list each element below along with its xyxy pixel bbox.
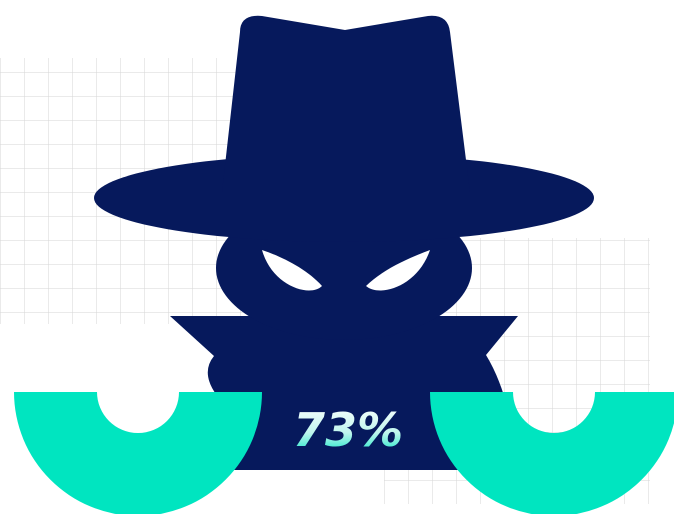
right-gauge-arc-icon — [430, 392, 674, 514]
left-gauge-arc-icon — [14, 392, 262, 514]
hat-icon — [94, 15, 594, 242]
stat-percentage: 73% — [293, 403, 403, 457]
hat-crown — [222, 15, 470, 192]
hat-brim — [94, 154, 594, 242]
right-eye-icon — [366, 250, 430, 291]
spy-figure-icon — [94, 15, 594, 470]
left-eye-icon — [262, 250, 322, 291]
